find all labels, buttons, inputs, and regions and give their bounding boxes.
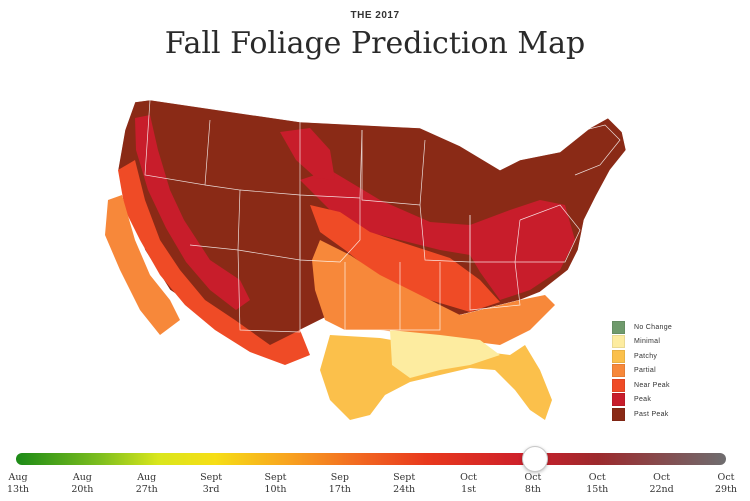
- legend-label: Patchy: [634, 352, 658, 360]
- legend-swatch: [612, 320, 625, 334]
- tick-day: 13th: [6, 484, 30, 495]
- tick-month: Aug: [72, 472, 92, 483]
- legend-label: Peak: [634, 396, 652, 404]
- timeline-tick[interactable]: Oct 1st: [439, 472, 499, 496]
- tick-day: 27th: [135, 484, 158, 495]
- legend-label: No Change: [634, 323, 673, 331]
- legend-item: Peak: [612, 393, 732, 408]
- tick-day: 29th: [714, 484, 738, 495]
- tick-month: Oct: [653, 472, 671, 483]
- us-foliage-map: [105, 99, 627, 420]
- legend-swatch: [612, 364, 625, 378]
- timeline-tick[interactable]: Sep 17th: [310, 472, 370, 496]
- tick-month: Oct: [717, 472, 735, 483]
- timeline-tick[interactable]: Oct 22nd: [632, 472, 692, 496]
- region-partial-west: [105, 195, 180, 335]
- timeline-tick[interactable]: Oct 29th: [696, 472, 750, 496]
- region-peak-west: [135, 115, 250, 310]
- legend-label: Partial: [634, 367, 656, 375]
- state-borders: [144, 99, 621, 333]
- tick-month: Sept: [200, 472, 223, 483]
- tick-month: Aug: [137, 472, 157, 483]
- tick-day: 24th: [393, 484, 416, 495]
- legend-swatch: [612, 407, 625, 421]
- legend-item: Near Peak: [612, 378, 732, 393]
- timeline-tick[interactable]: Sept 24th: [374, 472, 434, 496]
- region-peak: [300, 170, 575, 300]
- timeline-tick[interactable]: Oct 15th: [567, 472, 627, 496]
- tick-month: Oct: [460, 472, 477, 483]
- tick-day: 10th: [264, 484, 287, 495]
- legend-swatch: [612, 393, 625, 407]
- legend-item: Past Peak: [612, 407, 732, 422]
- tick-day: 3rd: [202, 484, 220, 495]
- legend-item: No Change: [612, 320, 732, 335]
- region-partial: [312, 240, 555, 345]
- timeline-tick[interactable]: Aug 27th: [117, 472, 177, 496]
- timeline-tick[interactable]: Sept 10th: [245, 472, 305, 496]
- legend-item: Partial: [612, 364, 732, 379]
- tick-day: 8th: [524, 484, 541, 495]
- tick-month: Sep: [330, 472, 349, 483]
- tick-month: Sept: [393, 472, 416, 483]
- page-title: Fall Foliage Prediction Map: [164, 26, 586, 61]
- region-peak-north: [280, 128, 335, 180]
- tick-day: 1st: [461, 484, 476, 495]
- legend-swatch: [612, 378, 625, 392]
- tick-month: Aug: [8, 472, 28, 483]
- timeline-track[interactable]: [16, 453, 726, 465]
- timeline-handle[interactable]: [522, 446, 548, 472]
- timeline-tick[interactable]: Aug 20th: [52, 472, 112, 496]
- tick-month: Sept: [264, 472, 287, 483]
- tick-month: Oct: [588, 472, 606, 483]
- legend-label: Past Peak: [634, 410, 669, 418]
- tick-day: 15th: [586, 484, 609, 495]
- legend-label: Near Peak: [634, 381, 670, 389]
- eyebrow-year: THE 2017: [350, 10, 400, 21]
- tick-day: 17th: [328, 484, 351, 495]
- legend-item: Minimal: [612, 335, 732, 350]
- region-minimal: [390, 330, 500, 378]
- tick-day: 22nd: [649, 484, 674, 495]
- legend-item: Patchy: [612, 349, 732, 364]
- legend-swatch: [612, 335, 625, 349]
- region-near-peak-central: [310, 205, 500, 312]
- timeline-tick[interactable]: Oct 8th: [503, 472, 563, 496]
- timeline-tick[interactable]: Sept 3rd: [181, 472, 241, 496]
- tick-day: 20th: [71, 484, 94, 495]
- legend-swatch: [612, 349, 625, 363]
- timeline-tick[interactable]: Aug 13th: [0, 472, 48, 496]
- region-near-peak-west: [118, 160, 310, 365]
- legend: No Change Minimal Patchy Partial Near Peak Pe…: [612, 320, 732, 422]
- legend-label: Minimal: [634, 338, 661, 346]
- tick-month: Oct: [524, 472, 542, 483]
